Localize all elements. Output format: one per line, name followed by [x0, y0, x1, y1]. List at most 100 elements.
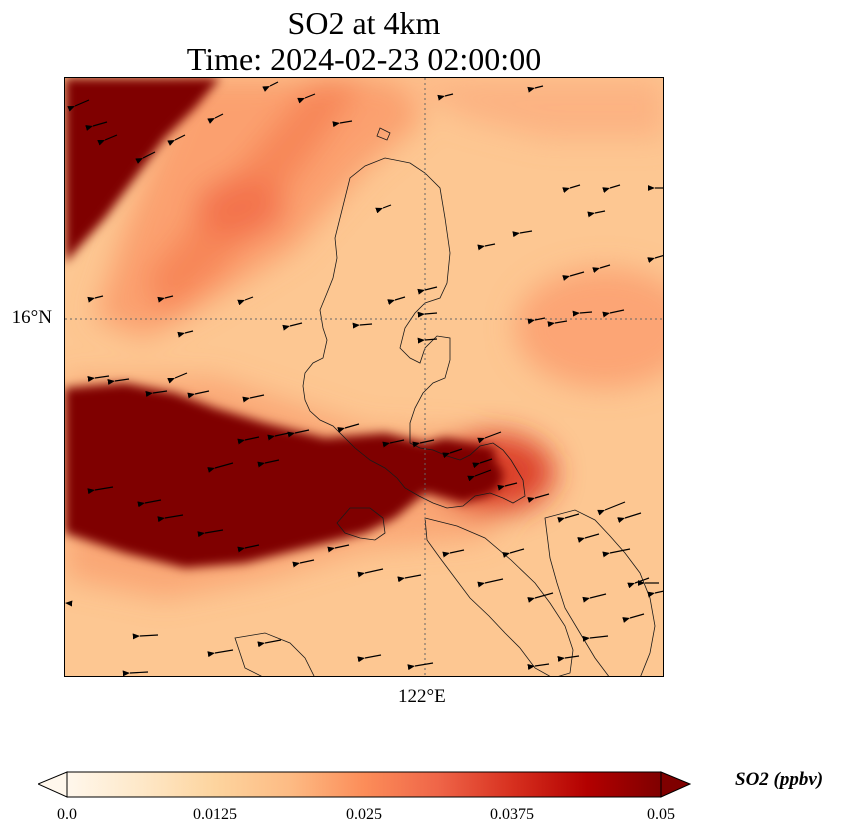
wind-vector-arrow — [622, 613, 645, 623]
wind-vector-arrow — [582, 635, 609, 642]
colorbar-gradient — [66, 771, 662, 798]
wind-vector-arrow — [512, 230, 533, 238]
wind-vector-arrow — [287, 429, 310, 438]
wind-vector-arrow — [437, 93, 454, 101]
wind-vector-arrow — [257, 639, 282, 648]
wind-vector-arrow — [67, 99, 90, 112]
luzon-coastline — [302, 157, 526, 509]
wind-vector-arrow — [477, 578, 504, 588]
wind-vector-arrow — [207, 462, 234, 473]
colorbar-max-extend — [660, 771, 691, 798]
wind-vector-arrow — [375, 204, 392, 214]
wind-vector-arrow — [282, 322, 303, 331]
wind-vector-arrow — [467, 469, 492, 482]
wind-vector-arrow — [237, 436, 260, 445]
wind-vector-arrow — [352, 322, 373, 329]
wind-vector-arrow — [527, 592, 554, 603]
wind-vector-arrow — [132, 633, 159, 640]
plume-hotspot-right — [515, 268, 663, 388]
wind-vector-arrow — [87, 295, 104, 303]
wind-vector-field — [65, 81, 663, 676]
colorbar-tick: 0.0375 — [490, 806, 534, 823]
colorbar-min-extend — [38, 771, 68, 798]
wind-vector-arrow — [122, 670, 149, 676]
wind-vector-arrow — [442, 549, 465, 558]
wind-vector-arrow — [602, 184, 621, 193]
batanes-islet — [376, 127, 391, 141]
lat-tick-label: 16°N — [11, 307, 52, 328]
plume-core-center — [427, 452, 503, 500]
plume-edge-diagonal — [145, 78, 365, 318]
wind-vector-arrow — [387, 296, 406, 305]
wind-vector-arrow — [262, 81, 279, 92]
wind-vector-arrow — [647, 590, 663, 598]
colorbar — [38, 770, 691, 800]
wind-vector-arrow — [527, 85, 544, 93]
wind-vector-arrow — [332, 120, 353, 128]
colorbar-tick: 0.05 — [647, 806, 675, 823]
wind-vector-arrow — [572, 310, 593, 317]
wind-vector-arrow — [327, 544, 350, 553]
map-title: SO2 at 4km — [287, 5, 441, 41]
wind-vector-arrow — [417, 311, 438, 318]
wind-vector-arrow — [257, 459, 280, 468]
wind-vector-arrow — [597, 501, 626, 516]
wind-vector-arrow — [107, 378, 130, 385]
lon-tick-label: 122°E — [398, 686, 446, 707]
wind-vector-arrow — [292, 559, 315, 568]
wind-vector-arrow — [477, 243, 496, 251]
wind-vector-arrow — [442, 448, 463, 459]
wind-vector-arrow — [497, 482, 518, 491]
wind-vector-arrow — [407, 662, 434, 671]
wind-vector-arrow — [267, 432, 290, 441]
wind-vector-arrow — [587, 210, 606, 218]
gridlines — [65, 78, 663, 676]
samar-coastline — [544, 509, 656, 676]
wind-vector-arrow — [647, 254, 663, 263]
so2-field-map — [65, 78, 663, 676]
wind-vector-arrow — [187, 390, 210, 399]
wind-vector-arrow — [177, 330, 194, 338]
plume-top-right — [395, 78, 663, 138]
wind-vector-arrow — [477, 431, 502, 444]
wind-vector-arrow — [197, 529, 224, 538]
wind-vector-arrow — [592, 264, 611, 273]
wind-vector-arrow — [527, 663, 550, 670]
palawan-coastline — [234, 632, 315, 676]
coastlines — [234, 127, 656, 676]
wind-vector-arrow — [562, 271, 585, 281]
wind-vector-arrow — [562, 184, 581, 193]
visayas-coastline — [424, 517, 574, 676]
wind-vector-arrow — [87, 486, 114, 495]
wind-vector-arrow — [417, 337, 438, 344]
colorbar-tick: 0.0 — [57, 806, 77, 823]
wind-vector-arrow — [417, 286, 438, 295]
wind-vector-arrow — [207, 113, 224, 124]
wind-vector-arrow — [237, 544, 260, 553]
wind-vector-arrow — [577, 533, 600, 543]
wind-vector-arrow — [547, 320, 568, 328]
plume-core-upper-left — [65, 78, 220, 263]
wind-vector-arrow — [357, 654, 382, 663]
wind-vector-arrow — [157, 295, 174, 303]
wind-vector-arrow — [582, 593, 607, 603]
colorbar-tick: 0.025 — [346, 806, 382, 823]
wind-vector-arrow — [135, 151, 156, 164]
wind-vector-arrow — [207, 649, 234, 658]
wind-vector-arrow — [502, 548, 525, 558]
colorbar-label: SO2 (ppbv) — [735, 769, 824, 790]
wind-vector-arrow — [137, 499, 162, 508]
wind-vector-arrow — [87, 375, 110, 382]
wind-vector-arrow — [85, 121, 108, 131]
plume-core-main-band — [65, 383, 495, 568]
wind-vector-arrow — [557, 513, 580, 523]
wind-vector-arrow — [237, 296, 254, 306]
wind-vector-arrow — [357, 568, 384, 578]
wind-vector-arrow — [337, 423, 360, 433]
wind-vector-arrow — [602, 309, 625, 318]
wind-vector-arrow — [97, 134, 118, 146]
wind-vector-arrow — [617, 512, 642, 524]
wind-vector-arrow — [602, 548, 631, 558]
wind-vector-arrow — [297, 93, 316, 104]
wind-vector-arrow — [412, 439, 435, 448]
